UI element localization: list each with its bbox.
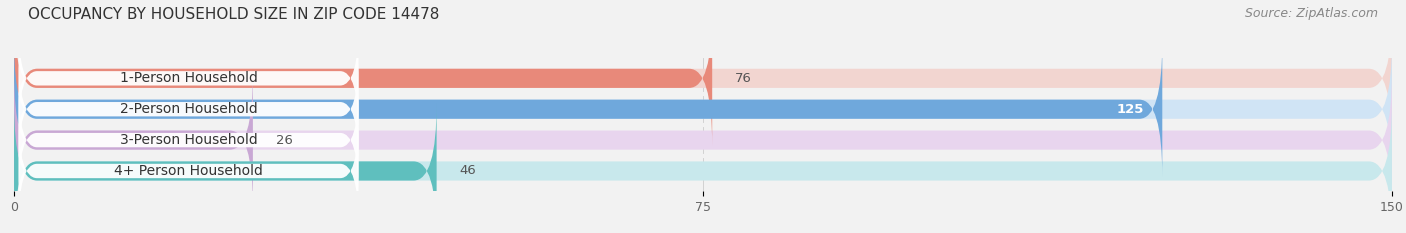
FancyBboxPatch shape <box>18 24 359 133</box>
FancyBboxPatch shape <box>14 41 1392 177</box>
Text: 46: 46 <box>460 164 477 178</box>
FancyBboxPatch shape <box>14 11 713 146</box>
Text: Source: ZipAtlas.com: Source: ZipAtlas.com <box>1244 7 1378 20</box>
FancyBboxPatch shape <box>14 103 437 233</box>
FancyBboxPatch shape <box>14 72 1392 208</box>
Text: OCCUPANCY BY HOUSEHOLD SIZE IN ZIP CODE 14478: OCCUPANCY BY HOUSEHOLD SIZE IN ZIP CODE … <box>28 7 440 22</box>
Text: 76: 76 <box>735 72 752 85</box>
FancyBboxPatch shape <box>18 116 359 226</box>
FancyBboxPatch shape <box>18 86 359 195</box>
FancyBboxPatch shape <box>14 41 1163 177</box>
FancyBboxPatch shape <box>18 55 359 164</box>
Text: 4+ Person Household: 4+ Person Household <box>114 164 263 178</box>
Text: 2-Person Household: 2-Person Household <box>120 102 257 116</box>
FancyBboxPatch shape <box>14 72 253 208</box>
Text: 26: 26 <box>276 134 292 147</box>
Text: 3-Person Household: 3-Person Household <box>120 133 257 147</box>
Text: 125: 125 <box>1116 103 1144 116</box>
Text: 1-Person Household: 1-Person Household <box>120 71 257 85</box>
FancyBboxPatch shape <box>14 103 1392 233</box>
FancyBboxPatch shape <box>14 11 1392 146</box>
